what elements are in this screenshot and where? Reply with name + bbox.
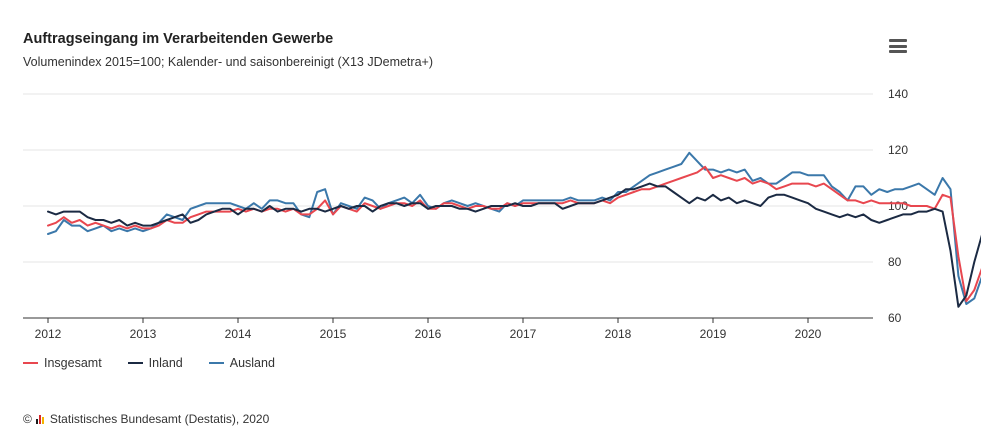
legend-item-ausland[interactable]: Ausland bbox=[208, 356, 275, 370]
legend-item-inland[interactable]: Inland bbox=[127, 356, 183, 370]
y-tick-label: 120 bbox=[888, 143, 908, 157]
x-tick-label: 2014 bbox=[225, 327, 252, 341]
menu-bar bbox=[889, 50, 907, 53]
legend-swatch-ausland bbox=[208, 362, 224, 364]
credit-text: Statistisches Bundesamt (Destatis), 2020 bbox=[49, 412, 270, 426]
series-line-ausland[interactable] bbox=[47, 151, 981, 305]
menu-bar bbox=[889, 39, 907, 42]
legend-item-insgesamt[interactable]: Insgesamt bbox=[23, 356, 102, 370]
copyright-symbol: © bbox=[23, 412, 32, 426]
x-axis bbox=[23, 317, 873, 323]
chart-subtitle: Volumenindex 2015=100; Kalender- und sai… bbox=[23, 55, 433, 69]
legend-label-insgesamt: Insgesamt bbox=[44, 356, 102, 370]
legend-label-ausland: Ausland bbox=[229, 356, 275, 370]
x-tick-label: 2018 bbox=[605, 327, 632, 341]
legend-swatch-insgesamt bbox=[23, 362, 38, 364]
series-line-insgesamt[interactable] bbox=[47, 165, 981, 303]
destatis-logo-icon bbox=[35, 414, 44, 424]
y-axis-labels: 60 80 100 120 140 bbox=[888, 87, 908, 325]
y-tick-label: 100 bbox=[888, 199, 908, 213]
hamburger-menu-icon[interactable] bbox=[889, 39, 907, 55]
y-tick-label: 80 bbox=[888, 255, 902, 269]
chart-title: Auftragseingang im Verarbeitenden Gewerb… bbox=[23, 31, 334, 47]
x-tick-label: 2020 bbox=[795, 327, 822, 341]
credit-line: © Statistisches Bundesamt (Destatis), 20… bbox=[23, 412, 269, 426]
y-tick-label: 140 bbox=[888, 87, 908, 101]
legend-swatch-inland bbox=[127, 362, 143, 364]
menu-bar bbox=[889, 44, 907, 48]
x-tick-label: 2019 bbox=[700, 327, 727, 341]
x-tick-label: 2017 bbox=[510, 327, 537, 341]
x-tick-label: 2012 bbox=[35, 327, 62, 341]
x-tick-label: 2015 bbox=[320, 327, 347, 341]
legend-label-inland: Inland bbox=[148, 356, 183, 370]
legend: Insgesamt Inland Ausland bbox=[23, 356, 275, 370]
series-line-inland[interactable] bbox=[47, 182, 981, 308]
series-lines[interactable] bbox=[47, 151, 981, 308]
x-tick-label: 2013 bbox=[130, 327, 157, 341]
x-tick-label: 2016 bbox=[415, 327, 442, 341]
x-axis-labels: 2012 2013 2014 2015 2016 2017 2018 2019 2020 bbox=[35, 327, 822, 341]
y-tick-label: 60 bbox=[888, 311, 902, 325]
